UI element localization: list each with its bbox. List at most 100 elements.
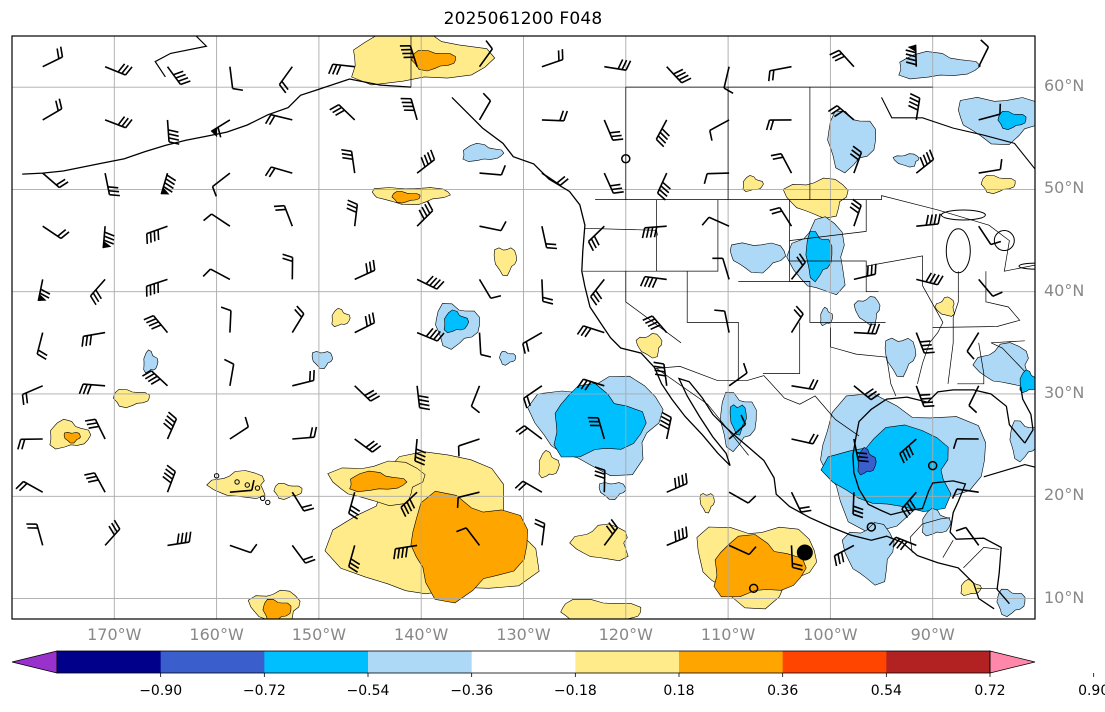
wind-barb [587,225,605,252]
wind-barb-feather [164,182,174,190]
wind-barb-feather [772,156,784,161]
wind-barb [659,411,672,440]
wind-barb-feather [795,305,804,315]
wind-barb-feather [587,416,599,419]
wind-barb-feather [919,393,931,396]
anomaly-patch [635,333,663,359]
wind-barb-feather [769,119,775,131]
wind-barb [541,279,554,305]
wind-barb-feather [856,451,868,455]
wind-barb [203,213,231,227]
wind-barb [769,206,793,227]
colorbar-tick-label: −0.90 [139,683,183,699]
wind-barb [915,149,935,174]
lon-tick-label: 120°W [598,625,653,644]
wind-barb-feather [350,505,361,512]
political-border [789,199,867,241]
political-border [932,271,1021,328]
wind-barb-feather [86,475,97,480]
wind-barb [853,263,877,281]
wind-barb-feather [430,149,436,160]
wind-barb-feather [905,49,917,54]
wind-barb-feather [643,276,650,288]
wind-barb-feather [829,49,840,56]
wind-barb-feather [952,438,958,450]
wind-barb-feather [892,538,901,548]
wind-barb-feather [341,148,352,153]
pacific-coastline [451,96,995,610]
wind-barb-feather [482,92,492,102]
wind-barb-feather [673,477,677,489]
wind-barb-feather [364,315,369,327]
wind-barb-feather [180,532,184,544]
wind-barb-feather [851,149,861,157]
wind-barb-feather [933,274,940,285]
wind-barb-feather [612,138,624,141]
wind-barb-staff [229,426,249,440]
wind-barb-feather [164,418,174,427]
wind-barb-staff [914,44,918,67]
wind-barb-feather [587,241,595,252]
wind-barb-feather [660,185,670,194]
wind-barb-feather [425,275,434,285]
wind-barb [701,216,730,227]
wind-barb-feather [294,308,303,318]
wind-barb-feather [21,439,26,450]
wind-barb-feather [559,110,565,121]
wind-barb-staff [229,310,232,333]
wind-barb-feather [203,213,213,222]
wind-barb [167,531,192,547]
wind-barb-feather [840,551,845,563]
anomaly-patch [143,349,159,374]
wind-barb-feather [150,378,161,385]
wind-barb [916,213,941,227]
wind-barb-feather [402,105,414,108]
great-lake [940,209,986,221]
wind-barb [202,268,231,281]
wind-barb-feather [925,214,930,226]
wind-barb-feather [677,529,681,541]
wind-barb-feather [40,288,51,295]
wind-barb-feather [534,518,545,525]
anomaly-patch [1019,369,1035,394]
wind-barb [416,149,436,174]
anomaly-patch [273,483,303,500]
colorbar-tick-label: −0.72 [242,683,286,699]
wind-barb-feather [767,70,771,82]
wind-barb-feather [515,425,525,433]
wind-barb-feather [922,154,928,165]
wind-barb-feather [332,106,343,114]
wind-barb [328,63,355,76]
wind-barb-feather [166,464,176,473]
wind-barb-feather [653,365,665,369]
wind-barb-feather [852,145,862,154]
political-border [947,271,959,384]
wind-barb [703,172,730,185]
wind-barb [522,385,543,409]
wind-barb-feather [335,64,342,76]
colorbar-segment [782,651,887,673]
wind-barb-feather [999,103,1002,115]
hawaii-island [254,485,261,491]
wind-barb-feather [867,323,873,334]
wind-barb-feather [545,242,557,246]
alaska-coastline [22,78,412,175]
wind-barb [827,105,855,121]
colorbar-frame [56,650,991,674]
wind-barb-feather [625,60,632,71]
wind-barb-feather [415,456,426,462]
wind-barb-feather [653,361,665,365]
wind-barb-staff [211,213,231,227]
florida-coastline [1020,386,1034,444]
lon-tick-label: 140°W [394,625,449,644]
wind-barb-feather [649,227,654,238]
wind-barb-feather [109,193,120,197]
wind-barb-feather [808,433,815,444]
wind-barbs [15,39,1003,573]
wind-barb-feather [808,378,815,390]
colorbar-extend-low [11,650,58,674]
wind-barb-feather [423,154,429,165]
anomaly-patch [262,598,292,619]
wind-barb-feather [899,541,908,551]
wind-barb [515,425,543,440]
